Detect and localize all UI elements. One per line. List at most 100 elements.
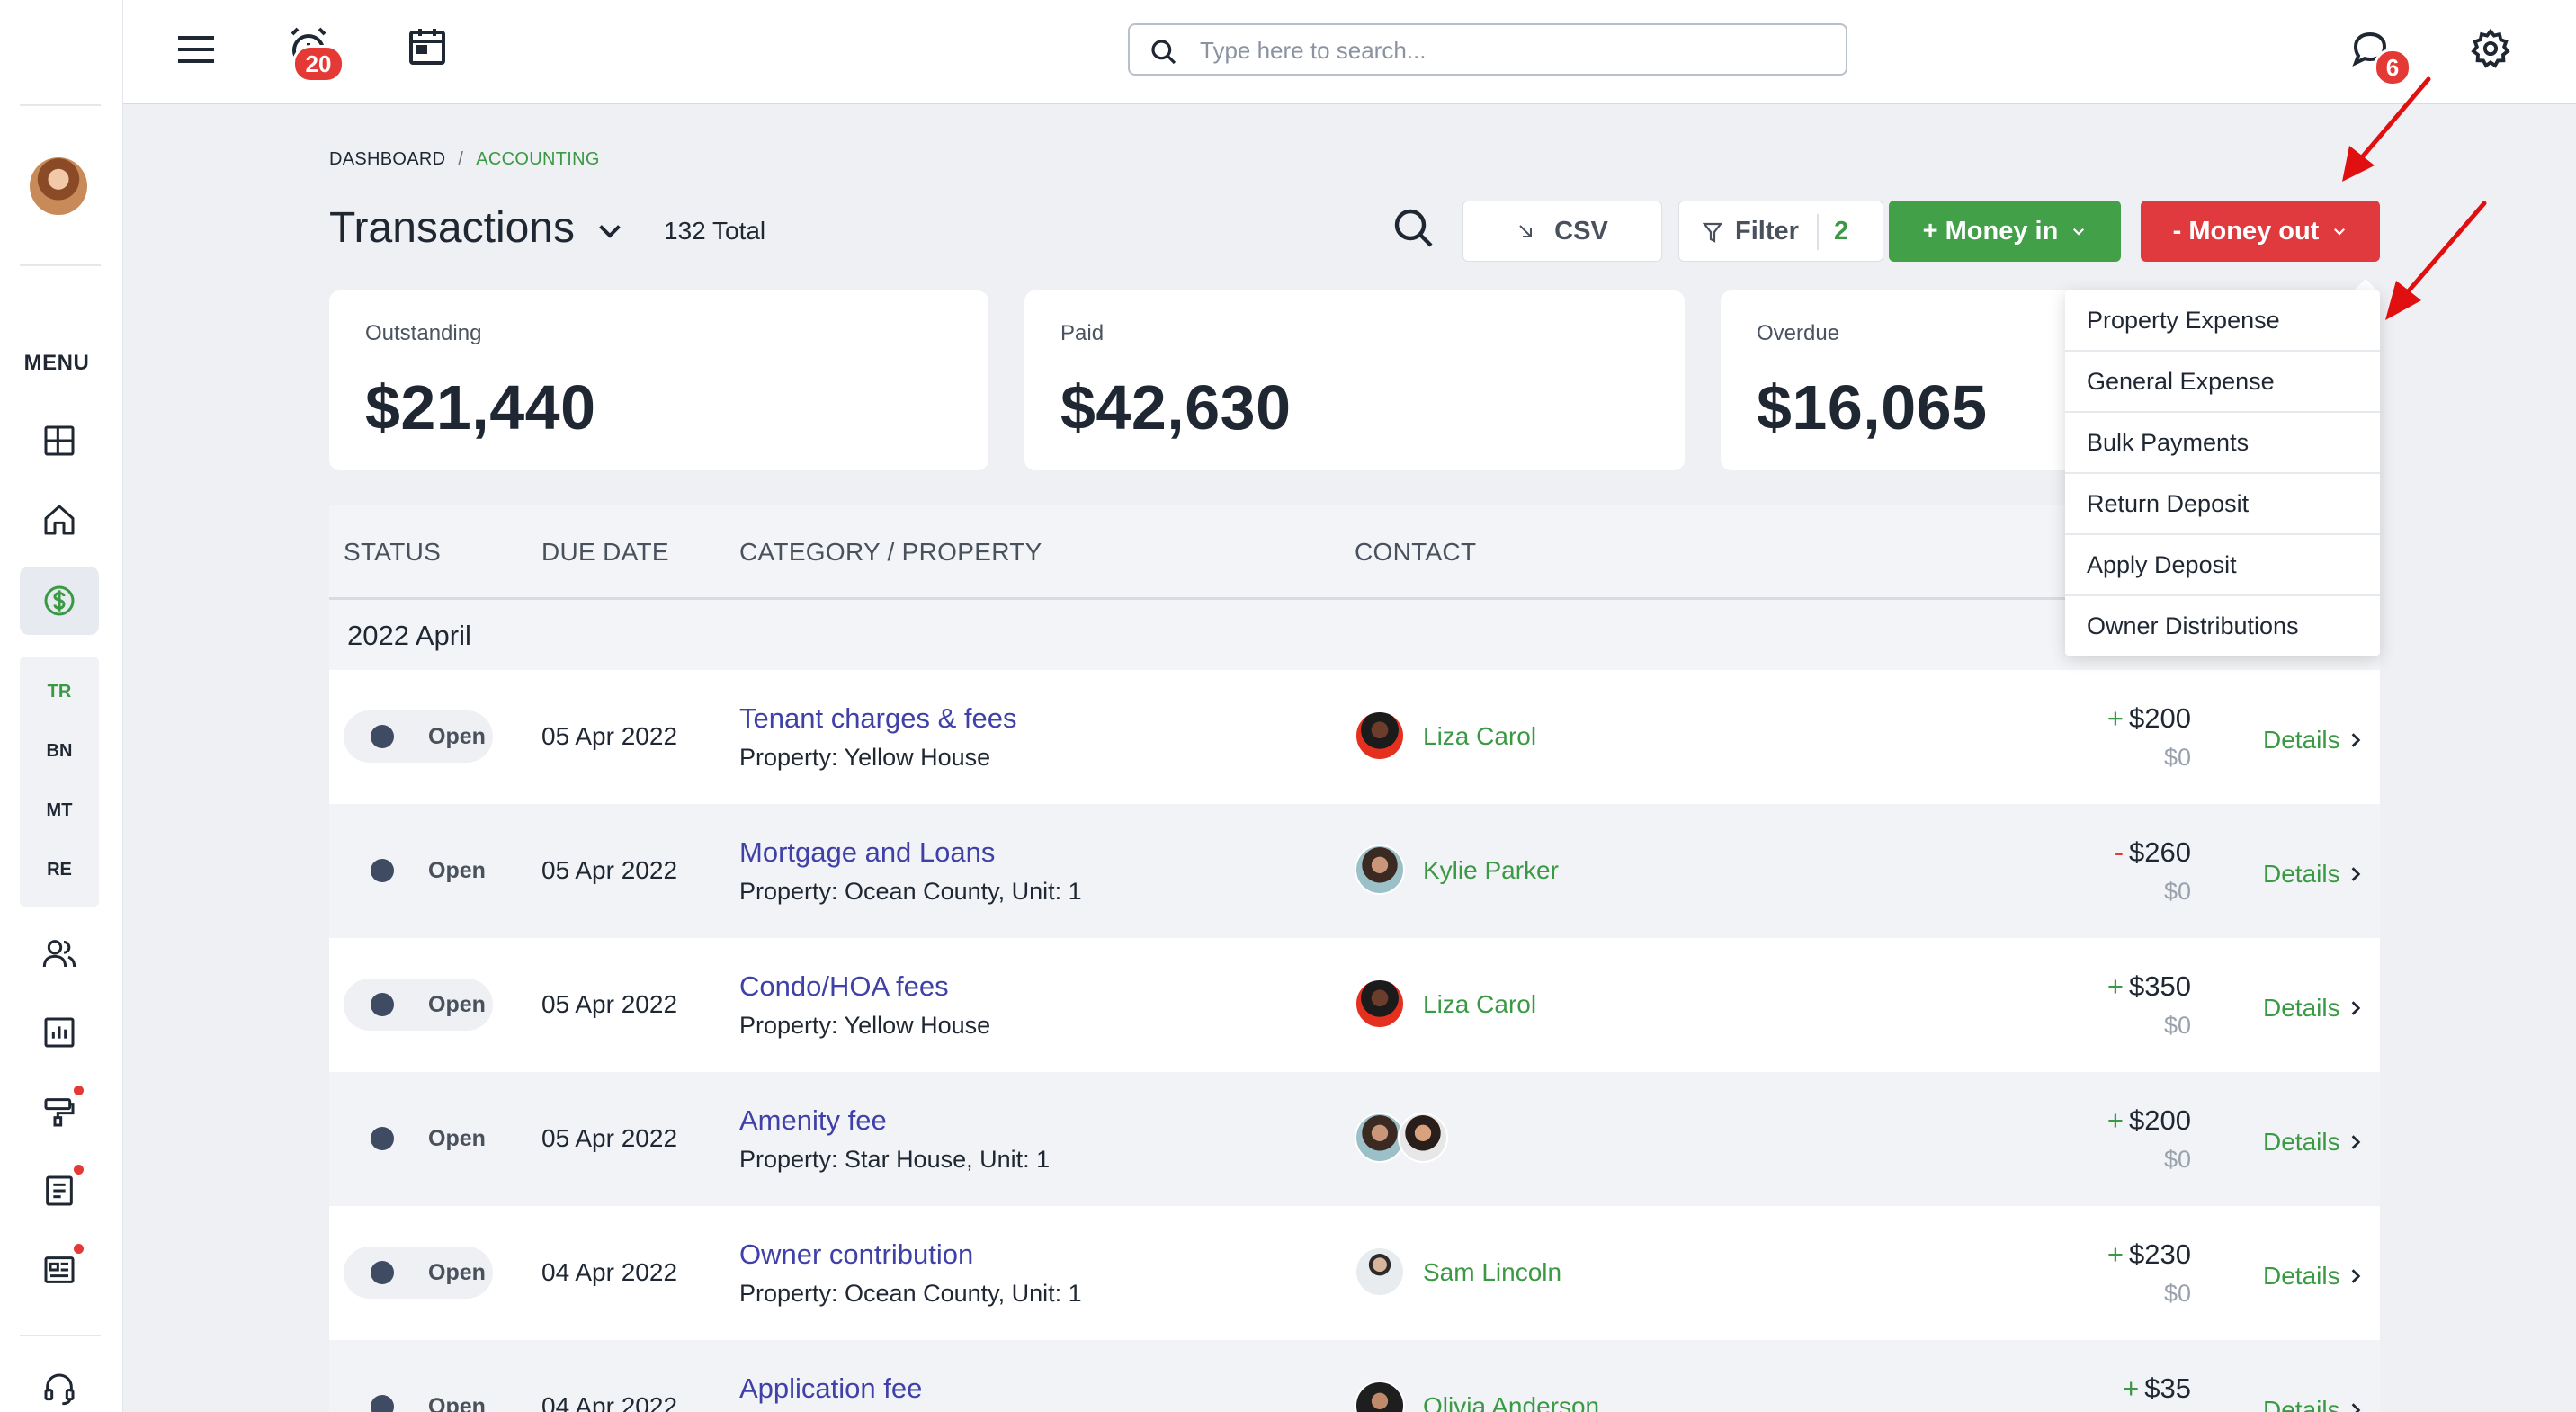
category-link[interactable]: Amenity fee [739,1104,887,1136]
column-category[interactable]: CATEGORY / PROPERTY [739,538,1042,566]
home-icon[interactable] [36,496,83,543]
contact-link[interactable]: Liza Carol [1423,990,1537,1018]
avatar [1355,710,1405,761]
details-label: Details [2263,1262,2340,1290]
chevron-down-icon[interactable] [594,214,626,246]
details-link[interactable]: Details [2263,860,2362,889]
category-link[interactable]: Tenant charges & fees [739,702,1017,734]
table-row[interactable]: Open 05 Apr 2022 Tenant charges & fees P… [329,670,2380,804]
filter-count: 2 [1834,217,1849,246]
details-label: Details [2263,726,2340,754]
menu-item-return-deposit[interactable]: Return Deposit [2065,474,2380,535]
category-link[interactable]: Condo/HOA fees [739,970,949,1002]
chevron-right-icon [2351,1403,2360,1412]
chat-count-badge: 6 [2374,49,2411,86]
menu-item-property-expense[interactable]: Property Expense [2065,290,2380,352]
money-in-button[interactable]: + Money in [1889,201,2121,262]
table-row[interactable]: Open 05 Apr 2022 Amenity fee Property: S… [329,1072,2380,1206]
newspaper-icon[interactable] [36,1247,83,1293]
status-dot [371,1261,394,1284]
status-badge: Open [344,845,493,897]
sidebar-sub-bn[interactable]: BN [46,741,73,761]
search-icon [1151,40,1176,65]
details-label: Details [2263,994,2340,1022]
category-link[interactable]: Owner contribution [739,1238,974,1270]
dollar-icon[interactable] [36,577,83,624]
headset-icon[interactable] [36,1365,83,1412]
avatar [1355,1113,1405,1163]
details-link[interactable]: Details [2263,994,2362,1023]
arrow-down-right-icon [1519,225,1533,237]
amount-sign: + [2106,702,2124,734]
page-title[interactable]: Transactions [329,204,575,252]
notification-dot [74,1086,84,1095]
chevron-down-icon [2334,228,2346,236]
overdue-label: Overdue [1757,321,1840,345]
sidebar-sub-mt[interactable]: MT [46,800,73,820]
breadcrumb-separator: / [458,149,464,169]
table-row[interactable]: Open 05 Apr 2022 Mortgage and Loans Prop… [329,804,2380,938]
search-input[interactable] [1200,34,1829,67]
status-dot [371,725,394,748]
details-link[interactable]: Details [2263,1262,2362,1291]
calendar-icon[interactable] [402,22,452,72]
sidebar-sub-tr[interactable]: TR [47,682,72,702]
menu-item-bulk-payments[interactable]: Bulk Payments [2065,413,2380,474]
money-out-menu: Property Expense General Expense Bulk Pa… [2065,290,2380,656]
details-link[interactable]: Details [2263,726,2362,755]
amount-value: $200 [2129,702,2191,734]
paid-card: Paid $42,630 [1024,290,1685,470]
chevron-down-icon [2073,228,2085,236]
annotation-arrow [2385,201,2487,320]
notification-dot [74,1165,84,1175]
due-date: 05 Apr 2022 [541,856,678,884]
status-text: Open [428,1259,486,1285]
contact-link[interactable]: Olivia Anderson [1423,1392,1600,1412]
menu-item-apply-deposit[interactable]: Apply Deposit [2065,535,2380,596]
alarm-count-badge: 20 [292,45,344,83]
outstanding-label: Outstanding [365,321,482,345]
sidebar-divider [20,1335,101,1336]
search-icon[interactable] [1392,207,1436,250]
people-icon[interactable] [36,930,83,977]
chevron-right-icon [2351,1135,2360,1149]
column-due-date[interactable]: DUE DATE [541,538,669,566]
due-date: 04 Apr 2022 [541,1392,678,1412]
contact-link[interactable]: Sam Lincoln [1423,1258,1562,1286]
contact-link[interactable]: Kylie Parker [1423,856,1559,884]
column-contact[interactable]: CONTACT [1355,538,1477,566]
breadcrumb-dashboard[interactable]: DASHBOARD [329,149,446,169]
details-link[interactable]: Details [2263,1396,2362,1412]
status-text: Open [428,723,486,749]
gear-icon[interactable] [2467,25,2514,72]
amount-sign: + [2106,970,2124,1002]
filter-button[interactable]: Filter 2 [1678,201,1883,262]
sidebar-sub-re[interactable]: RE [47,860,72,880]
report-chart-icon[interactable] [36,1009,83,1056]
csv-export-button[interactable]: CSV [1462,201,1662,262]
table-row[interactable]: Open 04 Apr 2022 Application fee Olivia … [329,1340,2380,1412]
document-icon[interactable] [36,1167,83,1214]
money-out-label: - Money out [2172,216,2320,246]
amount-paid: $0 [2163,1280,2191,1307]
contact-link[interactable]: Liza Carol [1423,722,1537,750]
table-row[interactable]: Open 04 Apr 2022 Owner contribution Prop… [329,1206,2380,1340]
dashboard-icon[interactable] [36,417,83,464]
due-date: 05 Apr 2022 [541,1124,678,1152]
category-link[interactable]: Mortgage and Loans [739,836,996,868]
dropdown-caret [2353,279,2378,291]
table-row[interactable]: Open 05 Apr 2022 Condo/HOA fees Property… [329,938,2380,1072]
filter-label: Filter [1735,217,1799,246]
due-date: 04 Apr 2022 [541,1258,678,1286]
amount: + $230 [2107,1238,2191,1271]
menu-item-owner-distributions[interactable]: Owner Distributions [2087,612,2299,639]
amount: + $350 [2107,970,2191,1003]
avatar[interactable] [30,157,87,215]
category-link[interactable]: Application fee [739,1372,923,1404]
menu-item-general-expense[interactable]: General Expense [2065,352,2380,413]
maintenance-icon[interactable] [36,1088,83,1135]
details-link[interactable]: Details [2263,1128,2362,1157]
hamburger-icon[interactable] [169,27,223,72]
column-status[interactable]: STATUS [344,538,442,566]
money-out-button[interactable]: - Money out [2141,201,2380,262]
